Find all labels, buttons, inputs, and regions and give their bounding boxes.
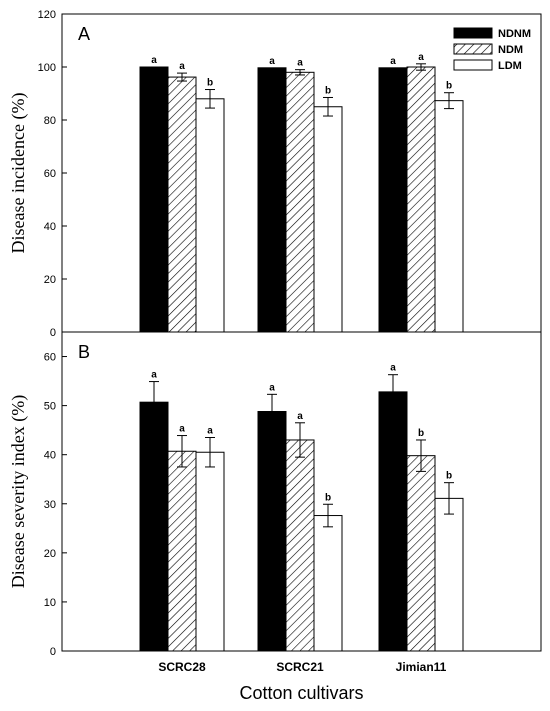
panel-b-letter: B bbox=[78, 342, 90, 362]
y-tick-label: 20 bbox=[44, 274, 56, 286]
y-tick-label: 50 bbox=[44, 401, 56, 413]
y-tick-label: 0 bbox=[50, 646, 56, 658]
panel-a-y-ticks: 0 20 40 60 80 100 120 bbox=[38, 9, 67, 339]
legend-swatch-ldm bbox=[453, 59, 493, 71]
significance-letter: a bbox=[297, 58, 303, 69]
significance-letter: b bbox=[325, 492, 331, 503]
bar-ldm-scrc21 bbox=[313, 106, 343, 333]
bar-ndnm-scrc28 bbox=[139, 401, 169, 652]
y-tick-label: 60 bbox=[44, 352, 56, 364]
significance-letter: a bbox=[297, 411, 303, 422]
y-tick-label: 40 bbox=[44, 221, 56, 233]
x-category-labels: SCRC28 SCRC21 Jimian11 bbox=[158, 660, 446, 674]
y-tick-label: 100 bbox=[38, 62, 56, 74]
y-tick-label: 10 bbox=[44, 597, 56, 609]
legend-label-ndnm: NDNM bbox=[498, 28, 531, 40]
bar-ndm-scrc28 bbox=[167, 76, 197, 333]
significance-letter: a bbox=[390, 56, 396, 67]
panel-b-ylabel: Disease severity index (%) bbox=[8, 395, 29, 588]
y-tick-label: 30 bbox=[44, 499, 56, 511]
bar-ndm-scrc21 bbox=[285, 439, 315, 652]
y-tick-label: 40 bbox=[44, 450, 56, 462]
legend-swatch-ndm bbox=[453, 43, 493, 55]
x-tick-label-scrc28: SCRC28 bbox=[158, 660, 206, 674]
bar-ndnm-jimian11 bbox=[378, 391, 408, 652]
y-tick-label: 60 bbox=[44, 168, 56, 180]
significance-letter: a bbox=[179, 424, 185, 435]
significance-letter: a bbox=[418, 52, 424, 63]
y-tick-label: 20 bbox=[44, 548, 56, 560]
bar-ldm-scrc21 bbox=[313, 515, 343, 652]
bar-ndnm-scrc28 bbox=[139, 66, 169, 333]
panel-a-ylabel: Disease incidence (%) bbox=[8, 93, 29, 254]
bar-ldm-scrc28 bbox=[195, 98, 225, 333]
legend: NDNM NDM LDM bbox=[453, 27, 531, 72]
bar-ldm-jimian11 bbox=[434, 497, 464, 652]
legend-swatch-ndnm bbox=[453, 27, 493, 39]
significance-letter: b bbox=[446, 81, 452, 92]
bar-ndm-scrc28 bbox=[167, 450, 197, 652]
x-tick-label-scrc21: SCRC21 bbox=[276, 660, 324, 674]
y-tick-label: 80 bbox=[44, 115, 56, 127]
significance-letter: a bbox=[151, 370, 157, 381]
bar-ldm-jimian11 bbox=[434, 100, 464, 333]
significance-letter: a bbox=[207, 426, 213, 437]
significance-letter: b bbox=[207, 78, 213, 89]
significance-letter: a bbox=[179, 61, 185, 72]
bar-ndm-scrc21 bbox=[285, 71, 315, 333]
x-tick-label-jimian11: Jimian11 bbox=[396, 660, 447, 674]
panel-b-bars: a a a a a b a b b bbox=[139, 363, 464, 652]
significance-letter: a bbox=[269, 382, 275, 393]
legend-label-ndm: NDM bbox=[498, 44, 523, 56]
bar-ndnm-scrc21 bbox=[257, 411, 287, 652]
significance-letter: b bbox=[446, 471, 452, 482]
y-tick-label: 0 bbox=[50, 327, 56, 339]
panel-b-y-ticks: 0 10 20 30 40 50 60 bbox=[44, 352, 67, 658]
bar-ndnm-jimian11 bbox=[378, 67, 408, 333]
y-tick-label: 120 bbox=[38, 9, 56, 21]
panel-a-letter: A bbox=[78, 24, 90, 44]
significance-letter: b bbox=[418, 428, 424, 439]
significance-letter: a bbox=[269, 56, 275, 67]
panel-b: B Disease severity index (%) 0 10 20 30 40 50… bbox=[8, 331, 542, 658]
bar-ldm-scrc28 bbox=[195, 451, 225, 652]
legend-label-ldm: LDM bbox=[498, 60, 522, 72]
panel-a-bars: a a a a a a b b b bbox=[139, 52, 464, 333]
panel-a: A Disease incidence (%) 020406080100120 … bbox=[8, 9, 542, 339]
significance-letter: a bbox=[151, 55, 157, 66]
significance-letter: b bbox=[325, 85, 331, 96]
bar-ndnm-scrc21 bbox=[257, 67, 287, 333]
significance-letter: a bbox=[390, 363, 396, 374]
bar-ndm-jimian11 bbox=[406, 66, 436, 333]
x-axis-label: Cotton cultivars bbox=[239, 683, 363, 703]
bar-ndm-jimian11 bbox=[406, 455, 436, 652]
